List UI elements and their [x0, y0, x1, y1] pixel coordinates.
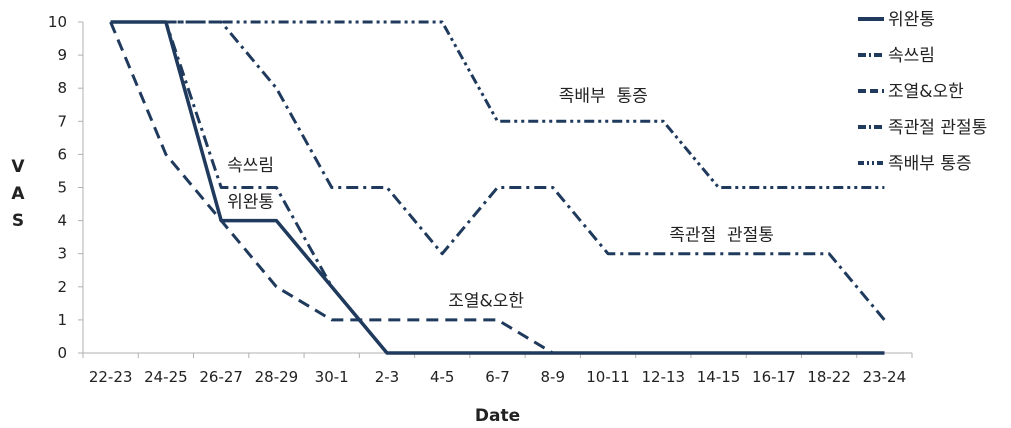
x-tick-label: 14-15 — [697, 368, 741, 386]
annotation-label: 속쓰림 — [227, 156, 274, 176]
x-tick-label: 10-11 — [586, 368, 630, 386]
x-tick-label: 4-5 — [430, 368, 455, 386]
y-tick-label: 6 — [57, 145, 67, 163]
x-axis-title: Date — [475, 406, 520, 426]
annotation-label: 조열&오한 — [448, 292, 524, 312]
x-tick-label: 23-24 — [863, 368, 907, 386]
annotation-label: 위완통 — [227, 192, 274, 212]
y-tick-label: 4 — [57, 212, 67, 230]
axes: 0 1 2 3 4 5 6 7 8 9 10 22-23 24-25 26-27 28-29 30-1 2-3 4… — [11, 13, 913, 426]
annotation-label: 족배부 통증 — [559, 86, 648, 106]
annotation-label: 족관절 관절통 — [669, 225, 774, 245]
y-tick-label: 10 — [48, 13, 67, 31]
series-line-2 — [110, 20, 885, 355]
x-tick-label: 6-7 — [485, 368, 510, 386]
legend-label: 조열&오한 — [888, 82, 964, 102]
legend-label: 족관절 관절통 — [888, 118, 987, 138]
y-tick-label: 2 — [57, 278, 67, 296]
y-tick-label: 3 — [57, 245, 67, 263]
y-tick-label: 0 — [57, 344, 67, 362]
series-line-5 — [110, 20, 885, 189]
y-tick-label: 9 — [57, 46, 67, 64]
y-tick-label: 7 — [57, 112, 67, 130]
series-line-3 — [109, 21, 885, 355]
y-tick-label: 5 — [57, 179, 67, 197]
x-tick-label: 8-9 — [541, 368, 566, 386]
y-tick-label: 1 — [57, 311, 67, 329]
legend-label: 속쓰림 — [888, 46, 935, 66]
series-lines — [109, 20, 886, 355]
x-tick-label: 28-29 — [255, 368, 299, 386]
x-tick-label: 30-1 — [315, 368, 349, 386]
x-tick-label: 22-23 — [89, 368, 133, 386]
x-tick-label: 26-27 — [199, 368, 243, 386]
legend-label: 족배부 통증 — [888, 154, 972, 174]
series-line-4 — [110, 20, 886, 321]
x-tick-label: 24-25 — [144, 368, 188, 386]
x-tick-label: 18-22 — [807, 368, 851, 386]
y-tick-label: 8 — [57, 79, 67, 97]
x-tick-label: 16-17 — [752, 368, 796, 386]
x-tick-label: 2-3 — [375, 368, 400, 386]
x-tick-label: 12-13 — [642, 368, 686, 386]
legend-label: 위완통 — [888, 10, 935, 30]
